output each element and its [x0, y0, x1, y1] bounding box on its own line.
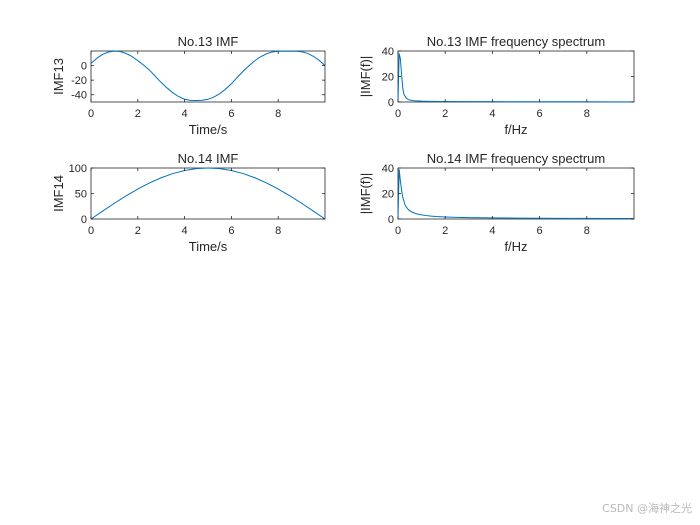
y-tick-label: -20 — [71, 75, 87, 87]
x-tick-label: 4 — [182, 108, 188, 120]
x-tick-label: 4 — [489, 225, 495, 237]
series-line — [397, 169, 635, 220]
axes-box — [90, 167, 326, 220]
y-tick-label: 50 — [75, 189, 87, 201]
y-tick-label: 20 — [382, 72, 394, 84]
watermark: CSDN @海神之光 — [602, 502, 692, 515]
axes-box — [90, 50, 326, 103]
y-tick-label: 20 — [382, 189, 394, 201]
y-tick-label: 0 — [388, 97, 394, 109]
x-tick-label: 6 — [537, 225, 543, 237]
x-tick-label: 4 — [182, 225, 188, 237]
x-tick-label: 6 — [228, 108, 234, 120]
x-tick-label: 0 — [395, 225, 401, 237]
series-line — [90, 167, 326, 220]
axes-box — [397, 50, 635, 103]
y-tick-label: 0 — [81, 61, 87, 73]
x-axis-label: Time/s — [189, 239, 228, 254]
y-tick-label: 100 — [69, 163, 87, 175]
x-tick-label: 6 — [228, 225, 234, 237]
series-line — [90, 50, 326, 102]
y-axis-label: |IMF(f)| — [358, 56, 373, 97]
x-tick-label: 4 — [489, 108, 495, 120]
x-tick-label: 2 — [442, 225, 448, 237]
subplot-1: 0 2 4 6 8 -40 -20 0 No.13 IMF Time/s IMF13 — [51, 34, 326, 137]
subplot-3: 0 2 4 6 8 0 50 100 No.14 IMF Time/s IMF14 — [51, 151, 326, 254]
subplot-4: 0 2 4 6 8 0 20 40 No.14 IMF frequency spectrum f/… — [358, 151, 635, 254]
x-tick-label: 0 — [88, 225, 94, 237]
y-tick-label: -40 — [71, 90, 87, 102]
chart-title: No.14 IMF frequency spectrum — [427, 151, 605, 166]
x-tick-label: 8 — [275, 225, 281, 237]
x-axis-label: Time/s — [189, 122, 228, 137]
chart-title: No.13 IMF — [178, 34, 239, 49]
x-axis-label: f/Hz — [504, 122, 527, 137]
y-tick-label: 40 — [382, 46, 394, 58]
x-tick-label: 2 — [135, 225, 141, 237]
chart-title: No.14 IMF — [178, 151, 239, 166]
y-tick-label: 0 — [81, 214, 87, 226]
x-tick-label: 2 — [135, 108, 141, 120]
x-tick-label: 8 — [275, 108, 281, 120]
y-axis-label: |IMF(f)| — [358, 173, 373, 214]
axes-box — [397, 167, 635, 220]
x-tick-label: 2 — [442, 108, 448, 120]
x-tick-label: 8 — [584, 225, 590, 237]
y-axis-label: IMF13 — [51, 58, 66, 95]
x-tick-label: 8 — [584, 108, 590, 120]
x-tick-label: 0 — [395, 108, 401, 120]
y-tick-label: 0 — [388, 214, 394, 226]
x-axis-label: f/Hz — [504, 239, 527, 254]
chart-title: No.13 IMF frequency spectrum — [427, 34, 605, 49]
series-line — [397, 53, 634, 103]
x-tick-label: 0 — [88, 108, 94, 120]
subplot-2: 0 2 4 6 8 0 20 40 No.13 IMF frequency spectrum f/… — [358, 34, 635, 137]
x-tick-label: 6 — [537, 108, 543, 120]
y-tick-label: 40 — [382, 163, 394, 175]
y-axis-label: IMF14 — [51, 175, 66, 212]
